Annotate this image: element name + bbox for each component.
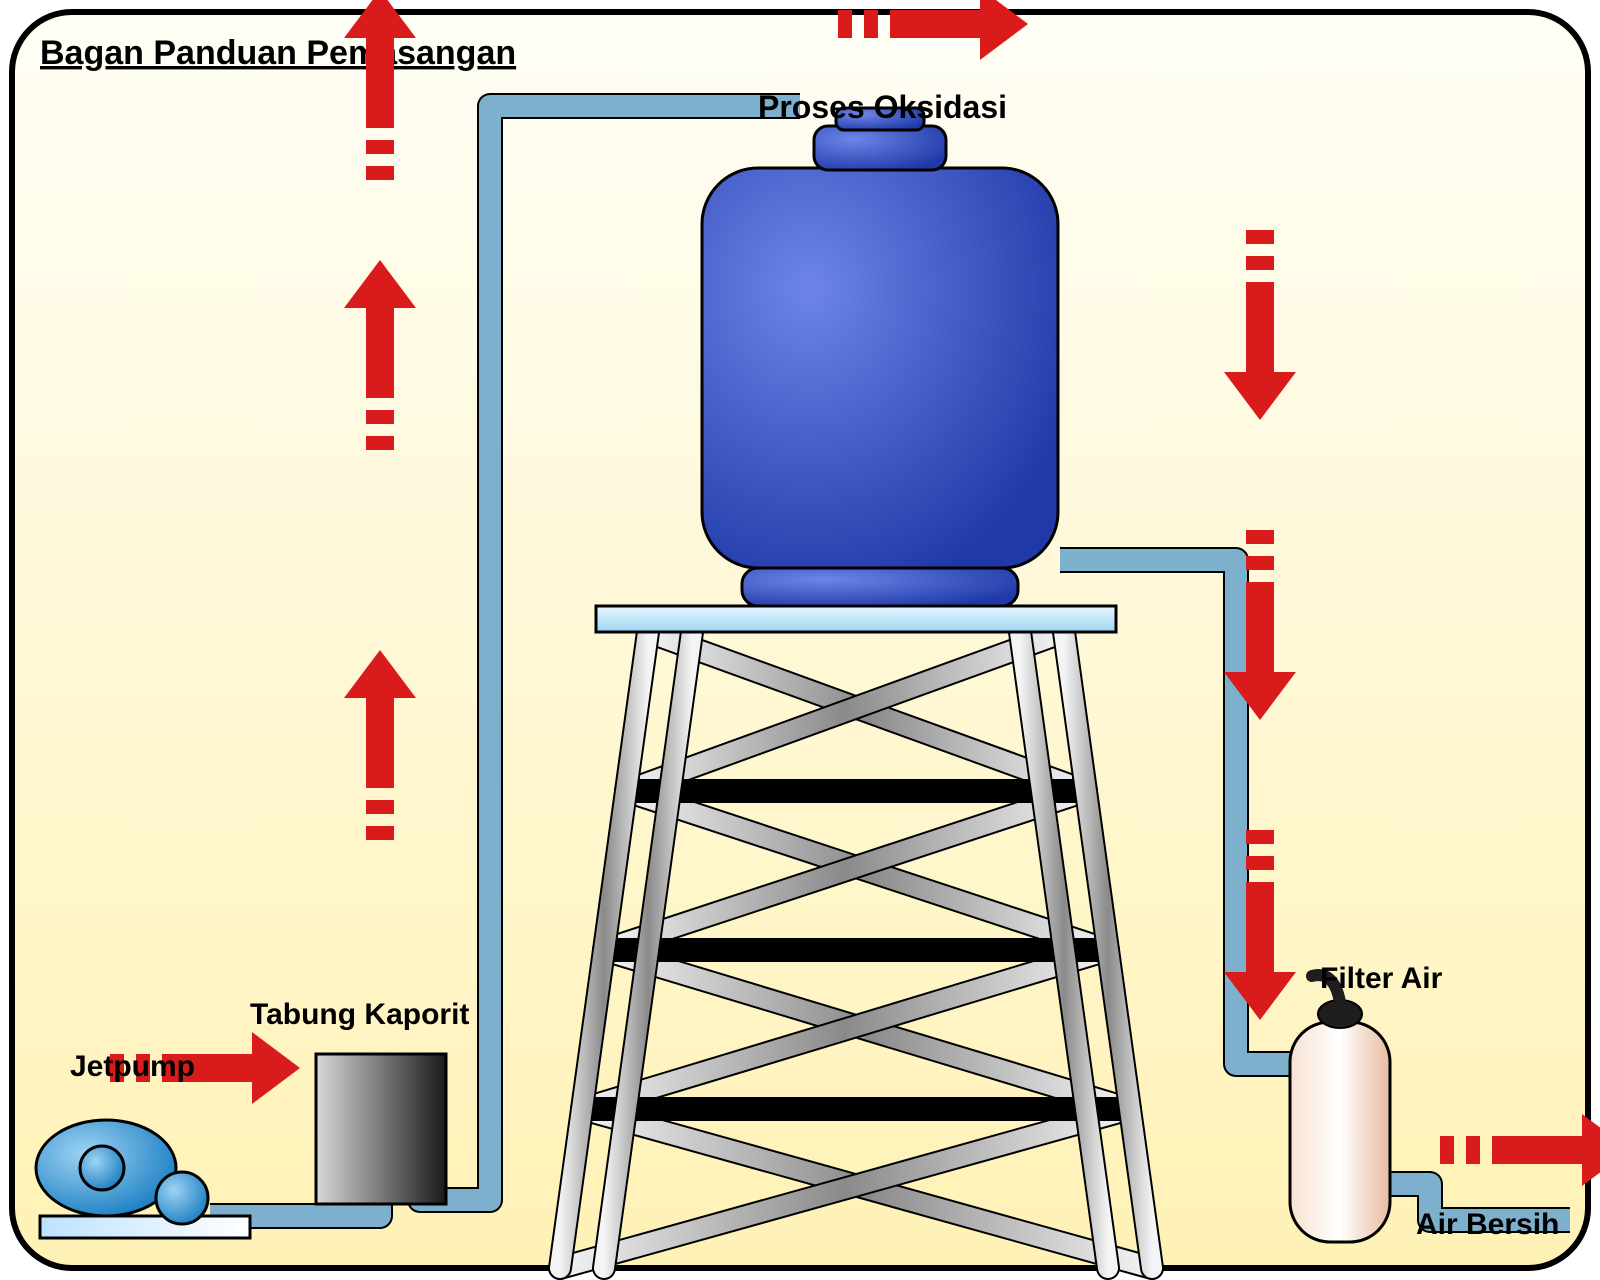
tower-platform [596,606,1116,632]
label-bersih: Air Bersih [1416,1208,1559,1241]
label-oksidasi: Proses Oksidasi [758,89,1007,125]
label-kaporit: Tabung Kaporit [250,998,469,1031]
oxidation-tank [702,108,1058,606]
diagram-title: Bagan Panduan Pemasangan [40,34,516,72]
chlorine-tube [316,1054,446,1204]
label-jetpump: Jetpump [70,1050,195,1083]
label-filter: Filter Air [1320,962,1443,995]
